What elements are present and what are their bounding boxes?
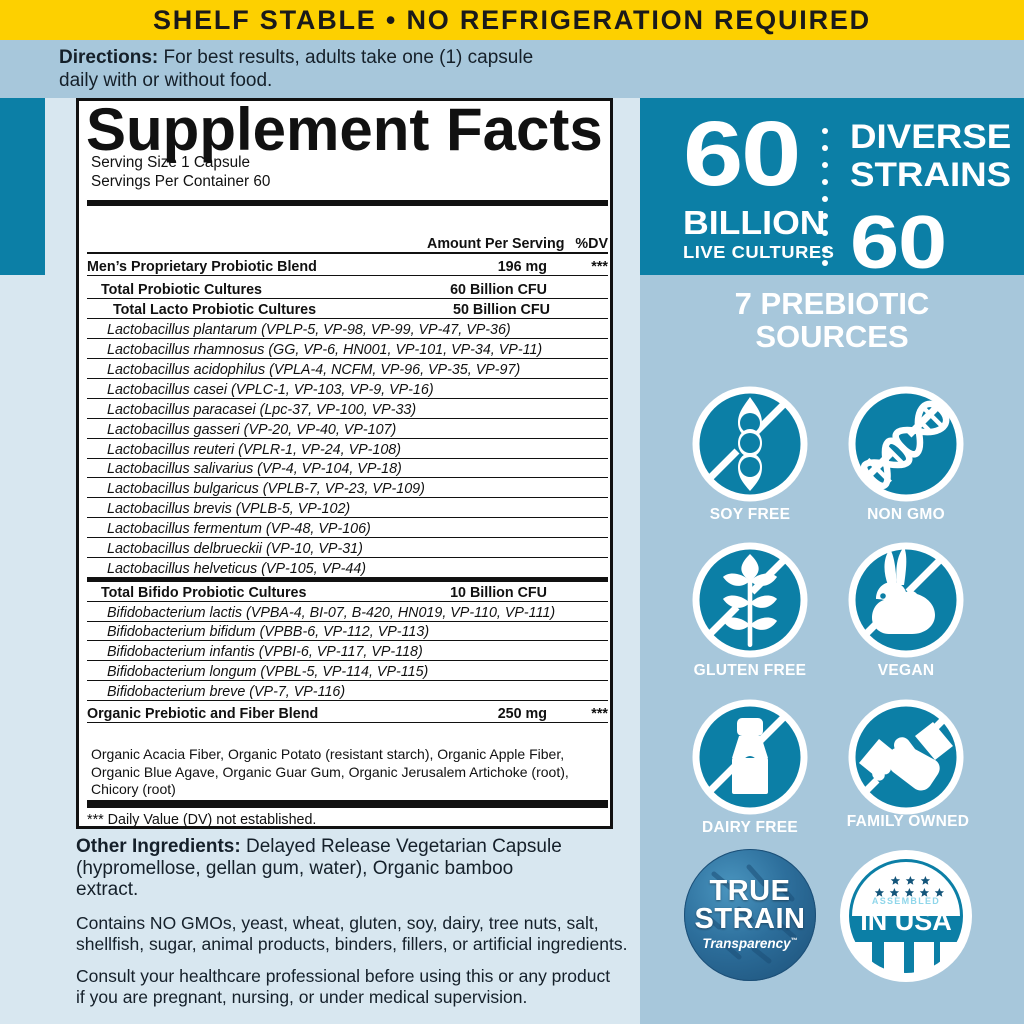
svg-text:ASSEMBLED: ASSEMBLED: [872, 896, 940, 906]
svg-text:IN USA: IN USA: [860, 906, 952, 936]
